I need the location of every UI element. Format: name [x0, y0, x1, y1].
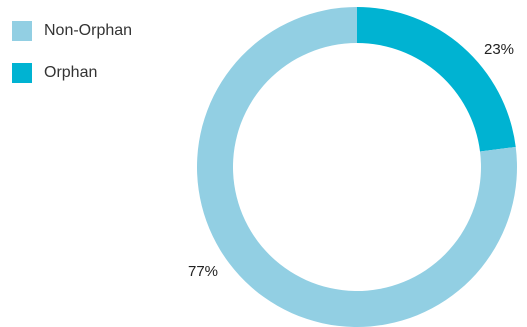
slice-orphan: [357, 7, 516, 152]
donut-slices: [196, 7, 517, 327]
slice-label-non-orphan: 77%: [188, 263, 218, 280]
legend-label-orphan: Orphan: [44, 64, 98, 81]
legend-swatch-non-orphan: [12, 21, 32, 41]
legend-item-non-orphan: Non-Orphan: [12, 20, 132, 42]
slice-label-orphan: 23%: [484, 41, 514, 58]
legend-label-non-orphan: Non-Orphan: [44, 22, 133, 39]
legend-item-orphan: Orphan: [12, 62, 132, 84]
legend-swatch-orphan: [12, 63, 32, 83]
chart-legend: Non-Orphan Orphan: [12, 20, 132, 104]
